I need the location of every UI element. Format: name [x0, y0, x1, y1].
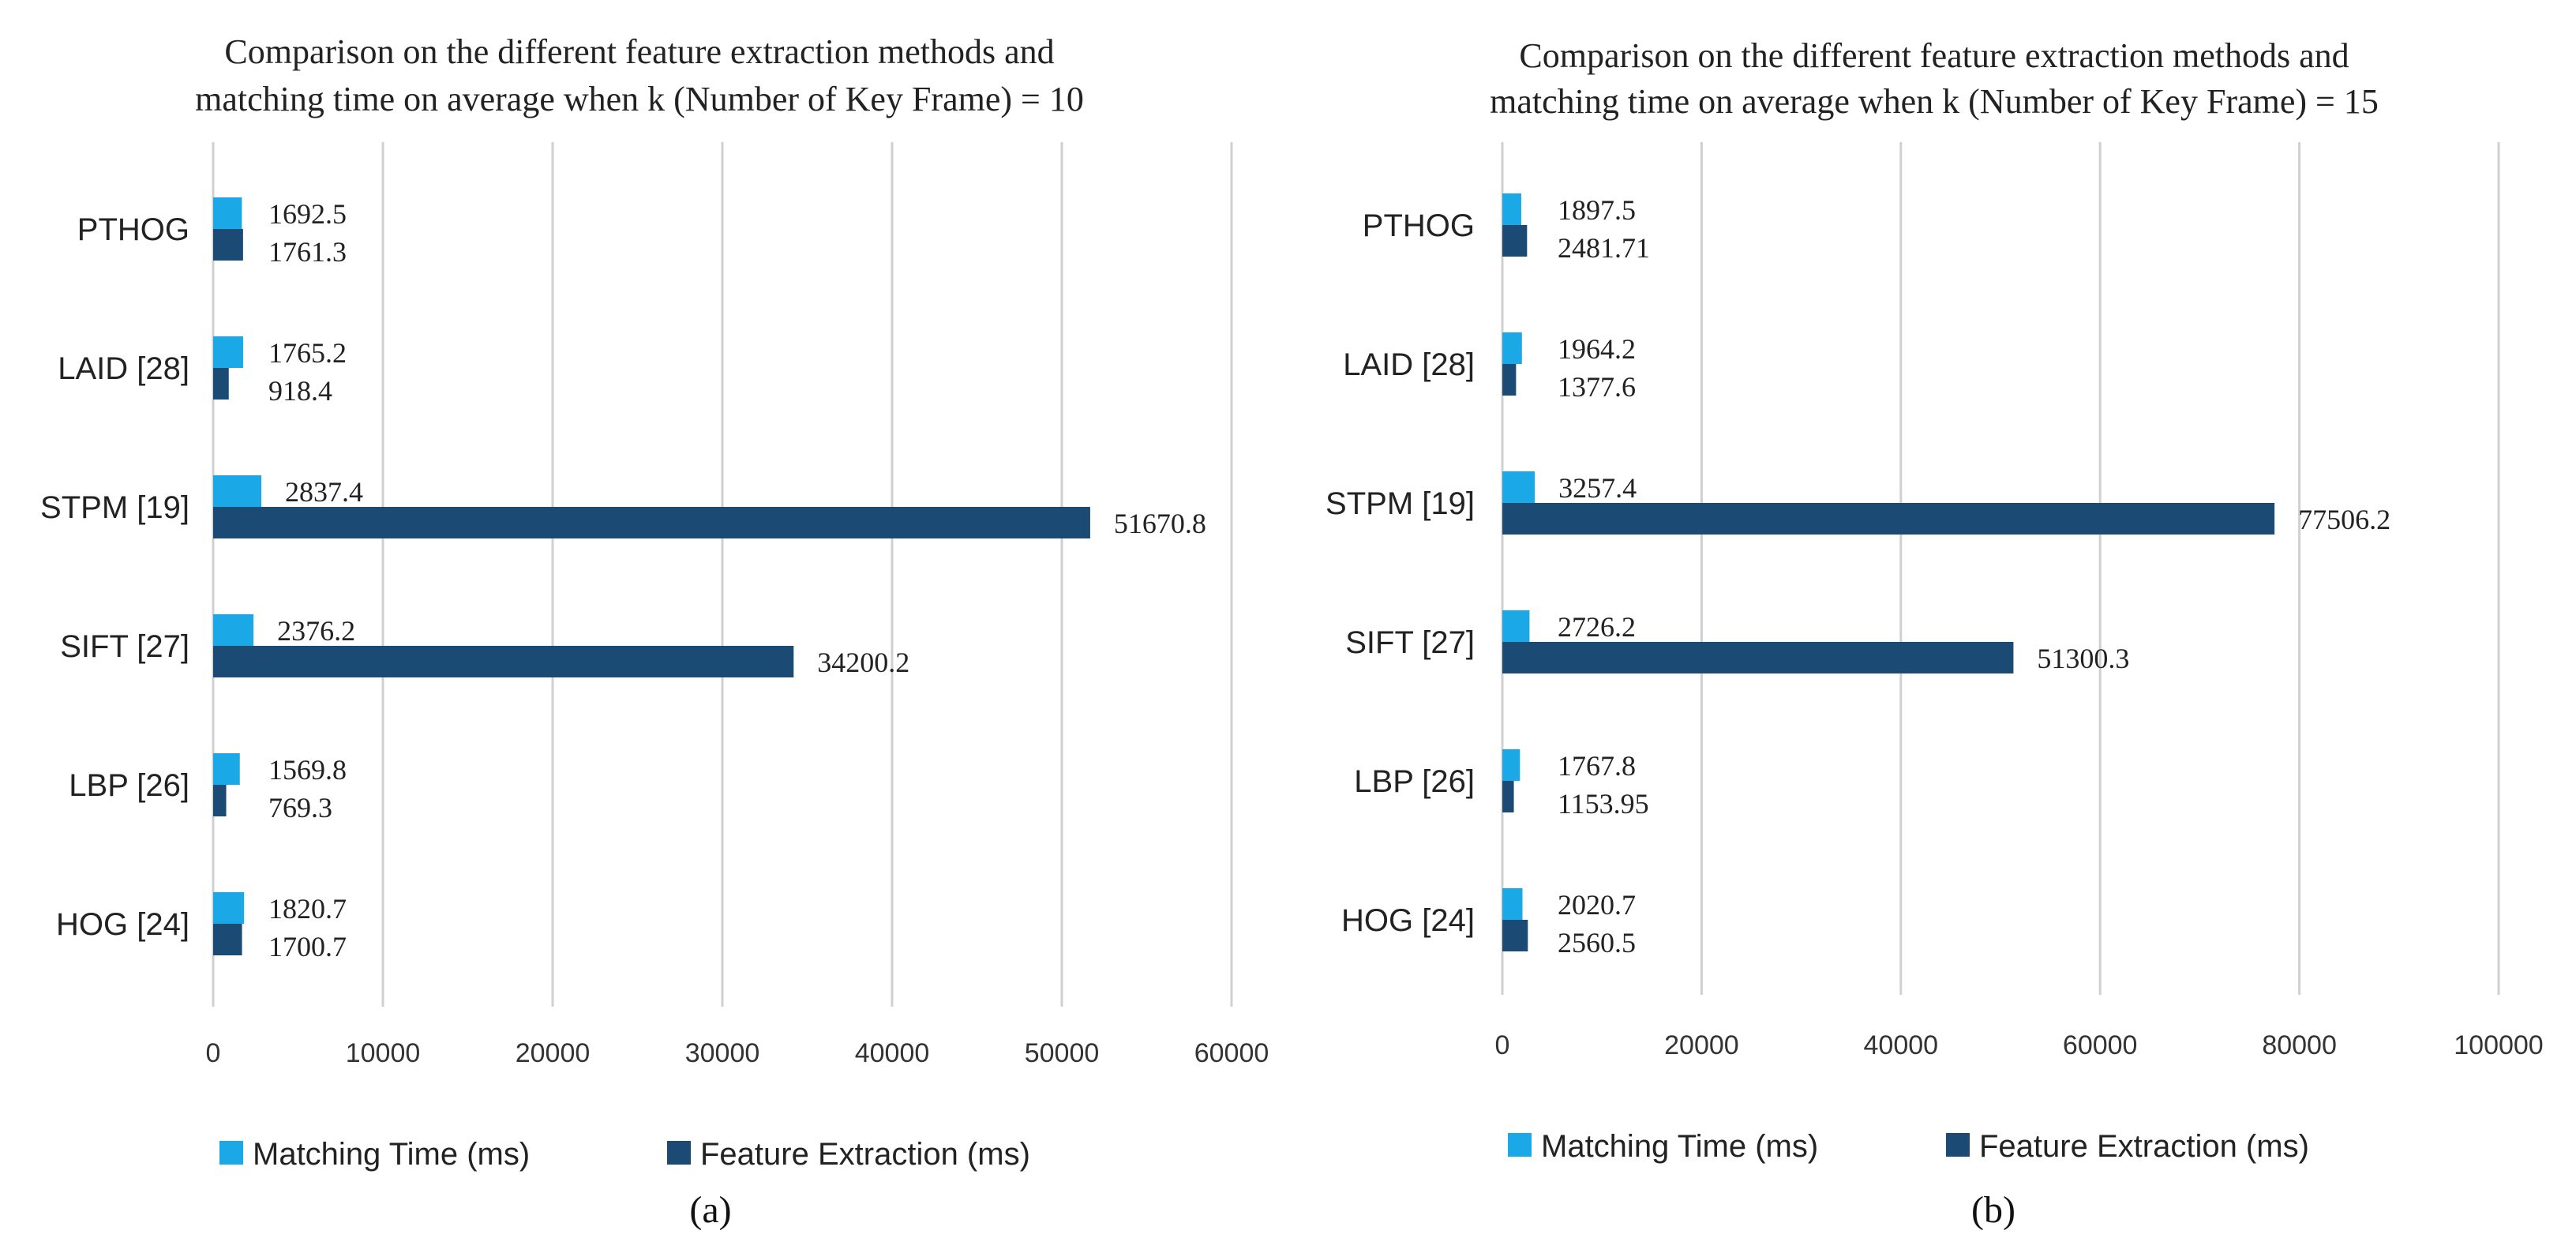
chart-a-category-hog-24: HOG [24]	[56, 907, 189, 942]
chart-a-x-tick-30000: 30000	[685, 1038, 760, 1068]
chart-b-label-extraction-sift-27: 51300.3	[2037, 643, 2129, 674]
chart-a-category-pthog: PTHOG	[77, 212, 189, 247]
chart-b-label-matching-lbp-26: 1767.8	[1558, 750, 1636, 782]
chart-b-x-tick-100000: 100000	[2454, 1030, 2543, 1060]
chart-b-bar-matching-laid-28	[1502, 332, 1522, 364]
chart-b-legend-swatch-matching	[1508, 1133, 1532, 1157]
chart-a-bar-matching-laid-28	[213, 336, 243, 368]
chart-b-bar-extraction-lbp-26	[1502, 781, 1514, 812]
chart-b-bar-matching-lbp-26	[1502, 749, 1520, 781]
chart-a-label-matching-sift-27: 2376.2	[277, 615, 355, 647]
chart-b-bar-extraction-pthog	[1502, 225, 1528, 257]
chart-b-category-stpm-19: STPM [19]	[1325, 486, 1475, 521]
chart-a-category-stpm-19: STPM [19]	[40, 490, 189, 525]
chart-b-title-line-1: Comparison on the different feature extr…	[1519, 36, 2349, 75]
chart-b-category-sift-27: SIFT [27]	[1345, 625, 1475, 660]
chart-b-label-extraction-laid-28: 1377.6	[1558, 371, 1636, 403]
chart-a-bar-matching-stpm-19	[213, 475, 262, 507]
chart-a-label-matching-hog-24: 1820.7	[268, 893, 347, 925]
chart-b-title-line-2: matching time on average when k (Number …	[1490, 82, 2379, 121]
chart-a-bar-extraction-lbp-26	[213, 785, 227, 816]
chart-a-bar-extraction-stpm-19	[213, 507, 1090, 538]
chart-b-label-extraction-lbp-26: 1153.95	[1558, 788, 1649, 820]
chart-b-x-tick-60000: 60000	[2063, 1030, 2138, 1060]
chart-b-x-tick-80000: 80000	[2262, 1030, 2337, 1060]
chart-a-category-lbp-26: LBP [26]	[69, 768, 189, 803]
chart-a-bar-extraction-hog-24	[213, 924, 242, 955]
chart-a-bar-extraction-sift-27	[213, 646, 794, 677]
chart-a-label-extraction-hog-24: 1700.7	[268, 931, 347, 962]
chart-b-label-matching-sift-27: 2726.2	[1558, 611, 1636, 643]
chart-a-legend-swatch-matching	[219, 1141, 243, 1165]
chart-a-bar-matching-lbp-26	[213, 753, 240, 785]
chart-b-label-extraction-pthog: 2481.71	[1558, 232, 1650, 264]
chart-b-label-extraction-stpm-19: 77506.2	[2298, 504, 2390, 535]
chart-a-legend-label-matching: Matching Time (ms)	[253, 1137, 530, 1172]
chart-b-label-matching-pthog: 1897.5	[1558, 194, 1636, 226]
chart-b-x-tick-20000: 20000	[1664, 1030, 1739, 1060]
chart-a-bar-matching-pthog	[213, 197, 242, 229]
chart-a-x-tick-60000: 60000	[1194, 1038, 1269, 1068]
chart-b-category-hog-24: HOG [24]	[1341, 903, 1475, 938]
chart-a-bar-extraction-pthog	[213, 229, 243, 261]
chart-b-bar-extraction-laid-28	[1502, 364, 1517, 396]
chart-b-bar-extraction-hog-24	[1502, 920, 1528, 951]
chart-a-x-tick-50000: 50000	[1025, 1038, 1100, 1068]
chart-a-category-laid-28: LAID [28]	[58, 351, 189, 386]
chart-a-bar-matching-hog-24	[213, 892, 245, 924]
chart-a-caption: (a)	[689, 1189, 731, 1231]
chart-b-bar-extraction-stpm-19	[1502, 503, 2275, 535]
chart-a-legend-swatch-extraction	[667, 1141, 691, 1165]
chart-a-label-extraction-laid-28: 918.4	[268, 375, 332, 407]
chart-b-x-tick-40000: 40000	[1864, 1030, 1939, 1060]
chart-b-bar-matching-pthog	[1502, 193, 1521, 225]
chart-b-category-pthog: PTHOG	[1363, 208, 1475, 243]
chart-a-x-tick-10000: 10000	[346, 1038, 421, 1068]
chart-b-label-matching-laid-28: 1964.2	[1558, 333, 1636, 365]
chart-a-bar-extraction-laid-28	[213, 368, 229, 400]
chart-a-label-matching-pthog: 1692.5	[268, 198, 347, 230]
chart-b-x-tick-0: 0	[1495, 1030, 1510, 1060]
chart-a-label-extraction-lbp-26: 769.3	[268, 792, 332, 823]
chart-a-label-matching-lbp-26: 1569.8	[268, 754, 347, 786]
chart-b-label-matching-hog-24: 2020.7	[1558, 889, 1636, 921]
chart-b-category-lbp-26: LBP [26]	[1354, 764, 1475, 799]
chart-a-title-line-1: Comparison on the different feature extr…	[224, 32, 1054, 71]
chart-a-legend-label-extraction: Feature Extraction (ms)	[700, 1137, 1030, 1172]
chart-a-x-tick-0: 0	[206, 1038, 221, 1068]
chart-a-bar-matching-sift-27	[213, 614, 254, 646]
chart-a-label-matching-laid-28: 1765.2	[268, 337, 347, 369]
chart-a-label-matching-stpm-19: 2837.4	[285, 476, 363, 508]
chart-a-label-extraction-sift-27: 34200.2	[817, 647, 909, 678]
chart-b-bar-matching-sift-27	[1502, 610, 1530, 642]
chart-b-bar-matching-hog-24	[1502, 888, 1523, 920]
chart-b-bar-matching-stpm-19	[1502, 471, 1535, 503]
chart-b-label-matching-stpm-19: 3257.4	[1558, 472, 1637, 504]
chart-a-title-line-2: matching time on average when k (Number …	[195, 80, 1084, 118]
chart-b-legend-label-extraction: Feature Extraction (ms)	[1979, 1129, 2309, 1164]
chart-a-x-tick-40000: 40000	[855, 1038, 930, 1068]
chart-a-label-extraction-stpm-19: 51670.8	[1114, 508, 1206, 539]
chart-b-legend-swatch-extraction	[1946, 1133, 1970, 1157]
chart-b-label-extraction-hog-24: 2560.5	[1558, 927, 1636, 959]
chart-b-bar-extraction-sift-27	[1502, 642, 2014, 673]
chart-b-caption: (b)	[1971, 1189, 2015, 1231]
chart-a-x-tick-20000: 20000	[516, 1038, 591, 1068]
chart-b-legend-label-matching: Matching Time (ms)	[1541, 1129, 1818, 1164]
chart-a-category-sift-27: SIFT [27]	[60, 629, 189, 664]
chart-b-category-laid-28: LAID [28]	[1343, 347, 1475, 382]
chart-a-label-extraction-pthog: 1761.3	[268, 236, 347, 268]
